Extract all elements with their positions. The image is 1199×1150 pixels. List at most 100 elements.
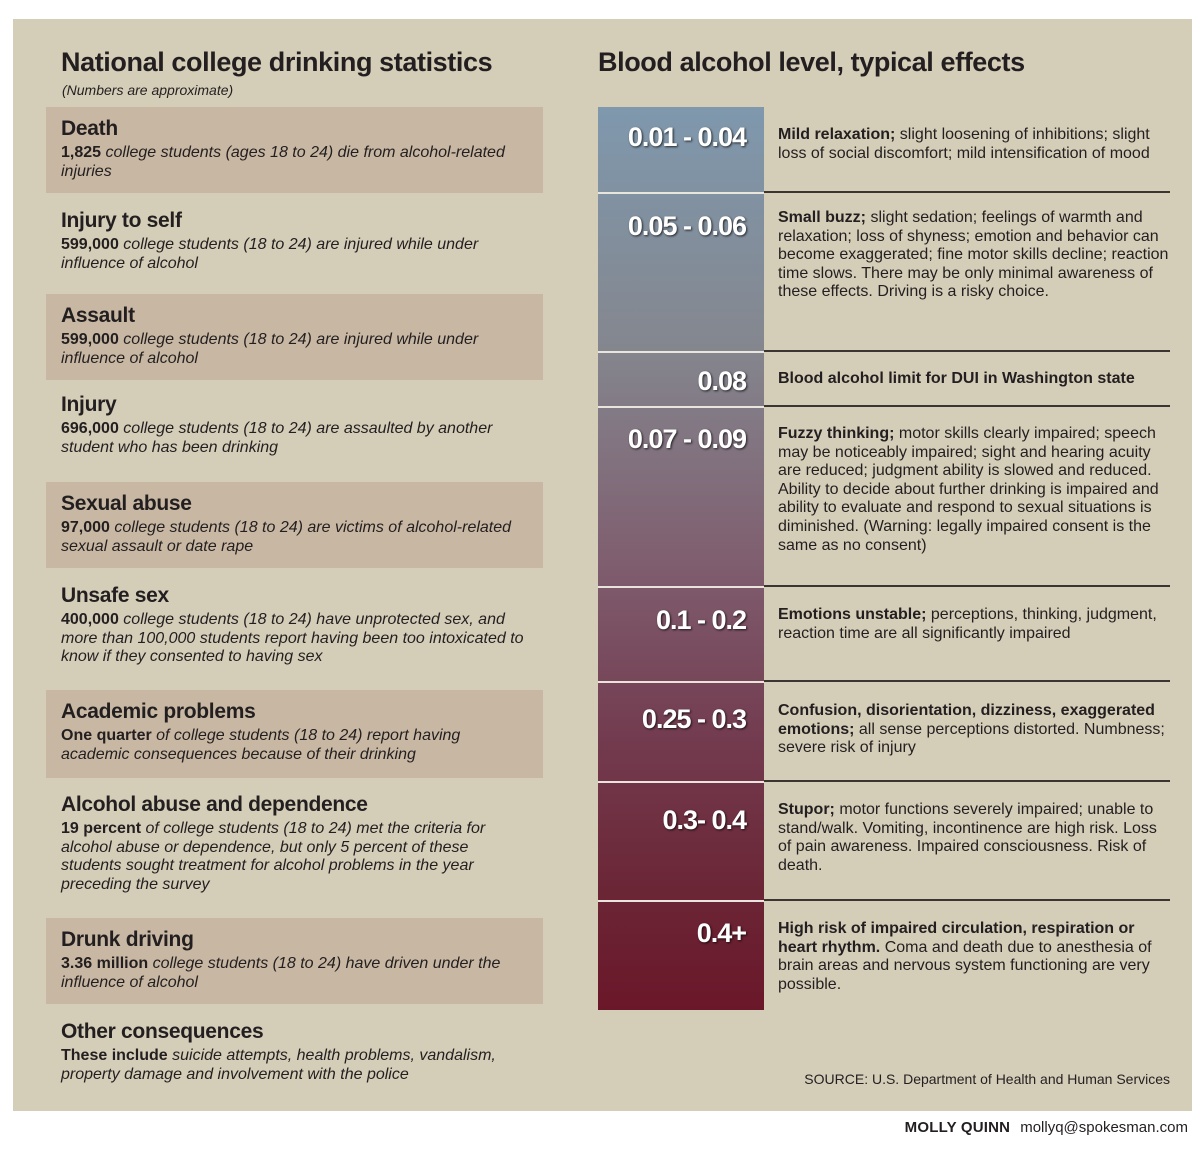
- effect-text: Coma and death due to anesthesia of brai…: [778, 938, 1152, 993]
- stat-alcohol-abuse: Alcohol abuse and dependence 19 percent …: [46, 783, 543, 915]
- stat-unsafe-sex: Unsafe sex 400,000 college students (18 …: [46, 574, 543, 686]
- bac-effect-description: Fuzzy thinking; motor skills clearly imp…: [764, 425, 1170, 555]
- stat-text: One quarter of college students (18 to 2…: [61, 727, 529, 764]
- stat-injury-to-self: Injury to self 599,000 college students …: [46, 199, 543, 287]
- effect-lead: Small buzz;: [778, 209, 867, 226]
- author-name: MOLLY QUINN: [904, 1119, 1011, 1136]
- stat-figure: 599,000: [61, 236, 119, 253]
- effect-divider: [764, 899, 1170, 901]
- author-email: mollyq@spokesman.com: [1020, 1119, 1188, 1136]
- bar-row: 0.1 - 0.2: [598, 586, 764, 681]
- stat-figure: 599,000: [61, 331, 119, 348]
- stat-text: 97,000 college students (18 to 24) are v…: [61, 519, 529, 556]
- stat-description: college students (ages 18 to 24) die fro…: [61, 144, 505, 180]
- stat-description: college students (18 to 24) have unprote…: [61, 611, 524, 665]
- effect-divider: [764, 350, 1170, 352]
- bar-row: 0.08: [598, 351, 764, 406]
- stat-injury: Injury 696,000 college students (18 to 2…: [46, 383, 543, 475]
- effect-text: perceptions, thinking, judgment, reactio…: [778, 606, 1157, 642]
- stat-academic-problems: Academic problems One quarter of college…: [46, 690, 543, 778]
- stat-description: college students (18 to 24) are assaulte…: [61, 420, 493, 456]
- effect-divider: [764, 780, 1170, 782]
- stat-heading: Unsafe sex: [61, 584, 169, 607]
- bac-level-label: 0.1 - 0.2: [655, 605, 747, 635]
- stat-heading: Injury to self: [61, 209, 182, 232]
- stat-heading: Drunk driving: [61, 928, 194, 951]
- bar-row: 0.07 - 0.09: [598, 406, 764, 586]
- blood-alcohol-gradient-bar: 0.01 - 0.04 0.05 - 0.06 0.08 0.07 - 0.09…: [598, 107, 764, 1010]
- stat-description: suicide attempts, health problems, vanda…: [61, 1047, 496, 1083]
- stat-other-consequences: Other consequences These include suicide…: [46, 1010, 543, 1098]
- left-section-subtitle: (Numbers are approximate): [62, 82, 234, 98]
- stat-description: college students (18 to 24) have driven …: [61, 955, 501, 991]
- bar-row: 0.3- 0.4: [598, 781, 764, 900]
- stat-description: college students (18 to 24) are injured …: [61, 331, 479, 367]
- stat-figure: 696,000: [61, 420, 119, 437]
- effect-divider: [764, 585, 1170, 587]
- stat-figure: 19 percent: [61, 820, 142, 837]
- stat-text: 3.36 million college students (18 to 24)…: [61, 955, 529, 992]
- effect-text: slight loosening of inhibitions; slight …: [778, 126, 1150, 162]
- effect-text: motor skills clearly impaired; speech ma…: [778, 425, 1159, 554]
- effect-lead: Emotions unstable;: [778, 606, 927, 623]
- left-section-title: National college drinking statistics: [61, 47, 493, 77]
- stat-figure: One quarter: [61, 727, 152, 744]
- bac-effect-description: Emotions unstable; perceptions, thinking…: [764, 606, 1170, 643]
- stat-figure: 400,000: [61, 611, 119, 628]
- effect-text: motor functions severely impaired; unabl…: [778, 801, 1157, 874]
- effect-divider: [764, 191, 1170, 193]
- stat-death: Death 1,825 college students (ages 18 to…: [46, 107, 543, 193]
- stat-heading: Academic problems: [61, 700, 256, 723]
- effect-lead: Fuzzy thinking;: [778, 425, 895, 442]
- effect-divider: [764, 405, 1170, 407]
- stat-description: college students (18 to 24) are victims …: [61, 519, 512, 555]
- stat-text: 19 percent of college students (18 to 24…: [61, 820, 529, 894]
- stat-heading: Other consequences: [61, 1020, 264, 1043]
- stat-figure: 3.36 million: [61, 955, 149, 972]
- bac-level-label: 0.07 - 0.09: [627, 424, 747, 454]
- stat-sexual-abuse: Sexual abuse 97,000 college students (18…: [46, 482, 543, 568]
- effect-lead: Confusion, disorientation, dizziness, ex…: [778, 702, 1155, 738]
- bac-effect-description: Small buzz; slight sedation; feelings of…: [764, 209, 1170, 302]
- bac-level-label: 0.4+: [696, 918, 747, 948]
- right-section-title: Blood alcohol level, typical effects: [598, 47, 1025, 77]
- effect-text: slight sedation; feelings of warmth and …: [778, 209, 1169, 301]
- effect-lead: Mild relaxation;: [778, 126, 896, 143]
- bac-level-label: 0.01 - 0.04: [627, 122, 747, 152]
- stat-figure: 1,825: [61, 144, 102, 161]
- bac-level-label: 0.05 - 0.06: [627, 211, 747, 241]
- stat-heading: Injury: [61, 393, 117, 416]
- bac-effect-description: High risk of impaired circulation, respi…: [764, 920, 1170, 994]
- stat-drunk-driving: Drunk driving 3.36 million college stude…: [46, 918, 543, 1004]
- bac-level-label: 0.08: [697, 366, 747, 396]
- stat-heading: Sexual abuse: [61, 492, 192, 515]
- effect-divider: [764, 680, 1170, 682]
- stat-text: 1,825 college students (ages 18 to 24) d…: [61, 144, 529, 181]
- stat-description: of college students (18 to 24) report ha…: [61, 727, 461, 763]
- bac-effect-description: Mild relaxation; slight loosening of inh…: [764, 126, 1170, 163]
- source-note: SOURCE: U.S. Department of Health and Hu…: [804, 1071, 1170, 1087]
- byline: MOLLY QUINN mollyq@spokesman.com: [905, 1119, 1188, 1136]
- bac-effect-description: Confusion, disorientation, dizziness, ex…: [764, 702, 1170, 758]
- bac-level-label: 0.3- 0.4: [662, 805, 747, 835]
- stat-heading: Assault: [61, 304, 135, 327]
- effect-text: all sense perceptions distorted. Numbnes…: [778, 720, 1165, 757]
- stat-text: 599,000 college students (18 to 24) are …: [61, 236, 529, 273]
- stat-assault: Assault 599,000 college students (18 to …: [46, 294, 543, 380]
- effect-lead: Blood alcohol limit for DUI in Washingto…: [778, 370, 1135, 387]
- stat-text: These include suicide attempts, health p…: [61, 1047, 529, 1084]
- stat-heading: Alcohol abuse and dependence: [61, 793, 368, 816]
- bar-row: 0.05 - 0.06: [598, 192, 764, 351]
- stat-figure: 97,000: [61, 519, 110, 536]
- stat-heading: Death: [61, 117, 118, 140]
- bac-effect-description: Stupor; motor functions severely impaire…: [764, 801, 1170, 875]
- bar-row: 0.01 - 0.04: [598, 107, 764, 192]
- stat-description: of college students (18 to 24) met the c…: [61, 820, 486, 893]
- stat-figure: These include: [61, 1047, 168, 1064]
- stat-text: 696,000 college students (18 to 24) are …: [61, 420, 529, 457]
- stat-text: 599,000 college students (18 to 24) are …: [61, 331, 529, 368]
- bar-row: 0.25 - 0.3: [598, 681, 764, 781]
- bac-effect-description: Blood alcohol limit for DUI in Washingto…: [764, 370, 1170, 389]
- stat-description: college students (18 to 24) are injured …: [61, 236, 479, 272]
- bar-row: 0.4+: [598, 900, 764, 1010]
